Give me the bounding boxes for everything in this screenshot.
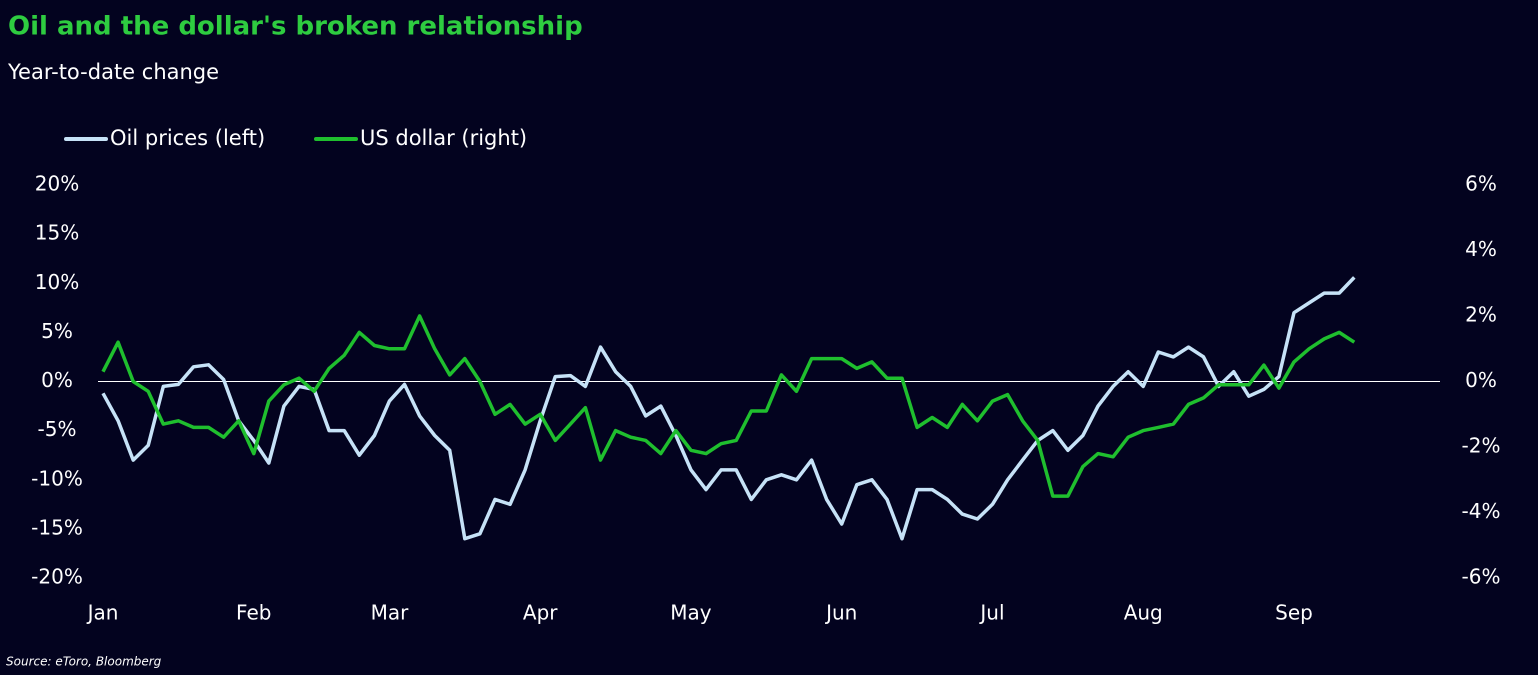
series-line (101, 314, 1356, 498)
y-tick-label: -10% (31, 466, 83, 490)
x-tick-label: Jun (824, 601, 857, 625)
chart-subtitle: Year-to-date change (7, 60, 219, 84)
y2-tick-label: -6% (1462, 565, 1501, 589)
y2-tick-label: -4% (1462, 499, 1501, 523)
legend-label: Oil prices (left) (110, 126, 265, 150)
y2-tick-label: 0% (1465, 368, 1497, 392)
x-tick-label: May (670, 601, 712, 625)
y-tick-label: 10% (35, 270, 79, 294)
y2-tick-label: 4% (1465, 237, 1497, 261)
x-tick-label: Jan (86, 601, 119, 625)
x-tick-label: Apr (523, 601, 558, 625)
y-tick-label: -15% (31, 515, 83, 539)
y-tick-label: 5% (41, 319, 73, 343)
y-tick-label: -5% (38, 417, 77, 441)
y2-tick-label: -2% (1462, 434, 1501, 458)
chart-title: Oil and the dollar's broken relationship (8, 12, 583, 42)
x-tick-label: Feb (236, 601, 271, 625)
legend-label: US dollar (right) (360, 126, 527, 150)
y2-tick-label: 6% (1465, 172, 1497, 196)
x-tick-label: Mar (371, 601, 410, 625)
y2-tick-label: 2% (1465, 303, 1497, 327)
y-tick-label: 0% (41, 368, 73, 392)
y-tick-label: -20% (31, 565, 83, 589)
x-tick-label: Aug (1124, 601, 1163, 625)
y-tick-label: 20% (35, 172, 79, 196)
x-tick-label: Sep (1275, 601, 1313, 625)
y-tick-label: 15% (35, 221, 79, 245)
x-tick-label: Jul (978, 601, 1004, 625)
source-note: Source: eToro, Bloomberg (6, 655, 162, 669)
